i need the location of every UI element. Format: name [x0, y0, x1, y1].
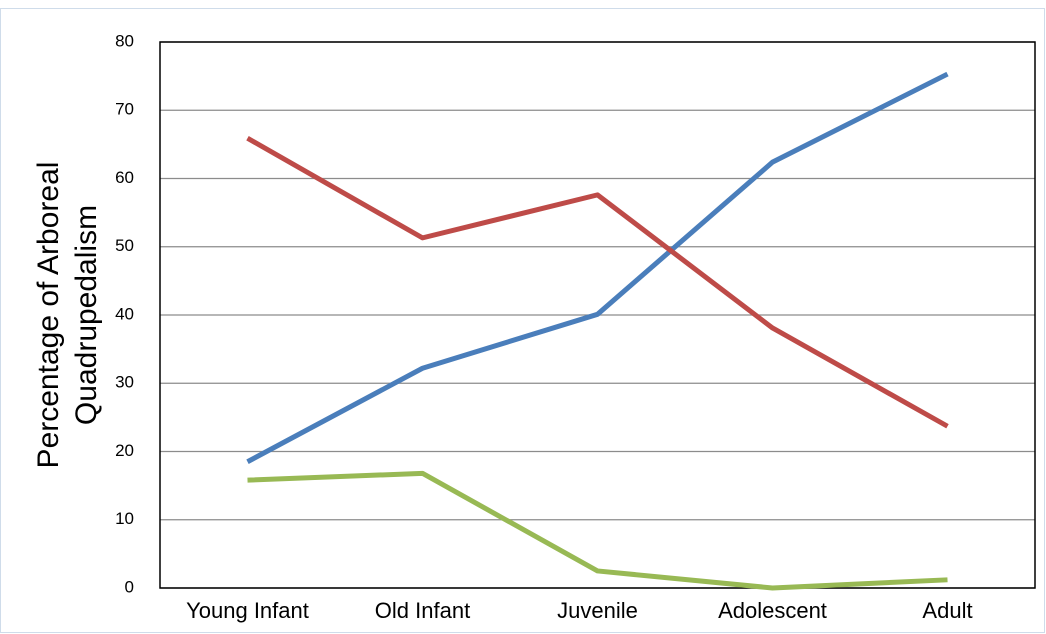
x-tick-label: Young Infant	[186, 598, 309, 623]
y-axis-label: Quadrupedalism	[70, 205, 103, 425]
y-tick-label: 40	[115, 304, 134, 323]
y-tick-label: 0	[125, 577, 134, 596]
x-tick-label: Old Infant	[375, 598, 470, 623]
x-tick-label: Adult	[922, 598, 972, 623]
plot-border	[159, 41, 1036, 589]
y-axis-label: Percentage of Arboreal	[32, 162, 65, 469]
series-line	[246, 71, 949, 464]
y-tick-label: 10	[115, 509, 134, 528]
series-line	[247, 470, 948, 591]
y-tick-label: 80	[115, 31, 134, 50]
y-tick-label: 50	[115, 236, 134, 255]
series-line	[246, 136, 949, 429]
x-tick-label: Adolescent	[718, 598, 827, 623]
x-tick-label: Juvenile	[557, 598, 638, 623]
y-tick-label: 20	[115, 441, 134, 460]
y-tick-label: 60	[115, 168, 134, 187]
frame	[0, 8, 1045, 633]
y-tick-label: 70	[115, 100, 134, 119]
y-tick-label: 30	[115, 373, 134, 392]
